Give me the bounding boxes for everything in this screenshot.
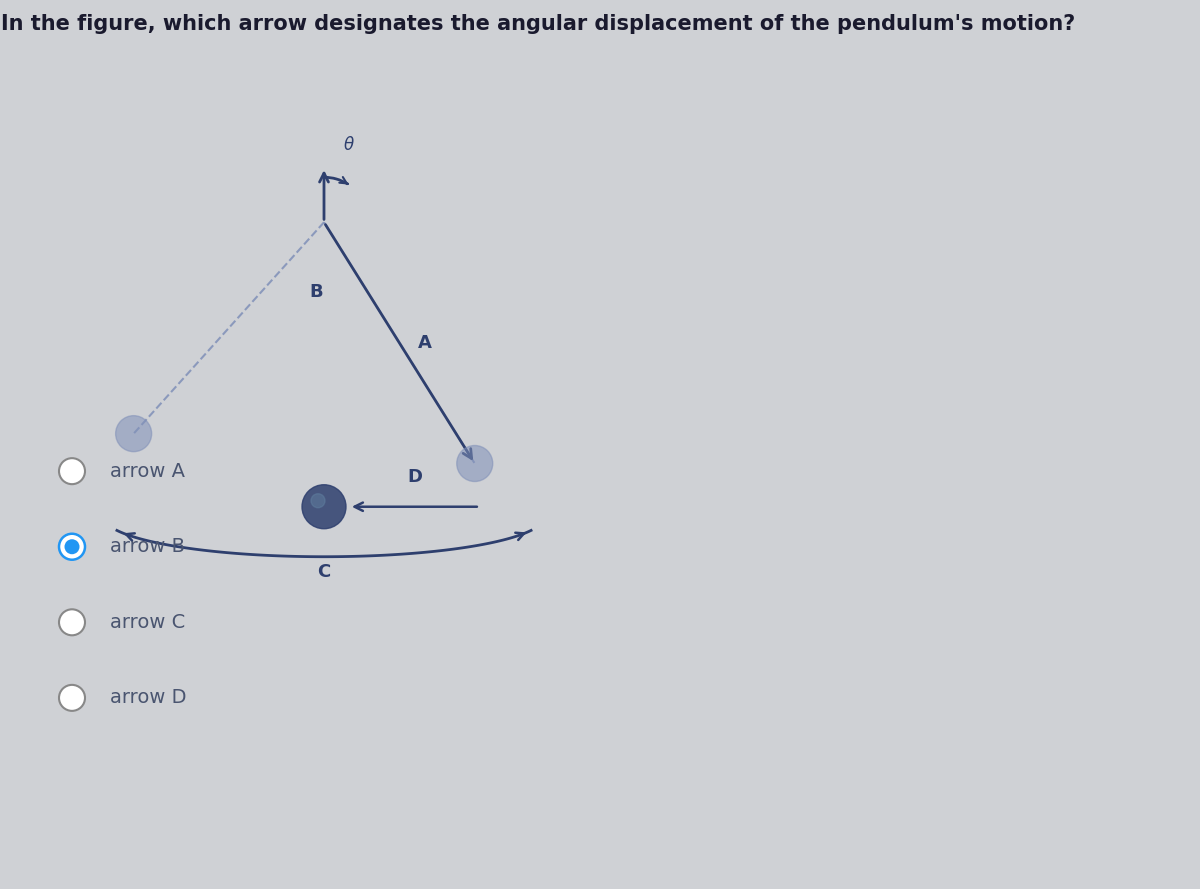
Text: In the figure, which arrow designates the angular displacement of the pendulum's: In the figure, which arrow designates th… [1, 14, 1075, 34]
Circle shape [59, 609, 85, 636]
Circle shape [457, 445, 493, 482]
Text: arrow C: arrow C [110, 613, 185, 632]
Text: arrow D: arrow D [110, 688, 186, 708]
Circle shape [302, 485, 346, 529]
Circle shape [311, 493, 325, 508]
Circle shape [59, 533, 85, 560]
Text: B: B [310, 284, 323, 301]
Text: θ: θ [343, 136, 353, 154]
Circle shape [59, 458, 85, 485]
Text: D: D [407, 468, 422, 485]
Circle shape [59, 685, 85, 711]
Text: C: C [317, 563, 331, 581]
Circle shape [115, 416, 151, 452]
Text: arrow B: arrow B [110, 537, 185, 557]
Text: arrow A: arrow A [110, 461, 185, 481]
Text: A: A [418, 334, 431, 352]
Circle shape [65, 540, 79, 554]
